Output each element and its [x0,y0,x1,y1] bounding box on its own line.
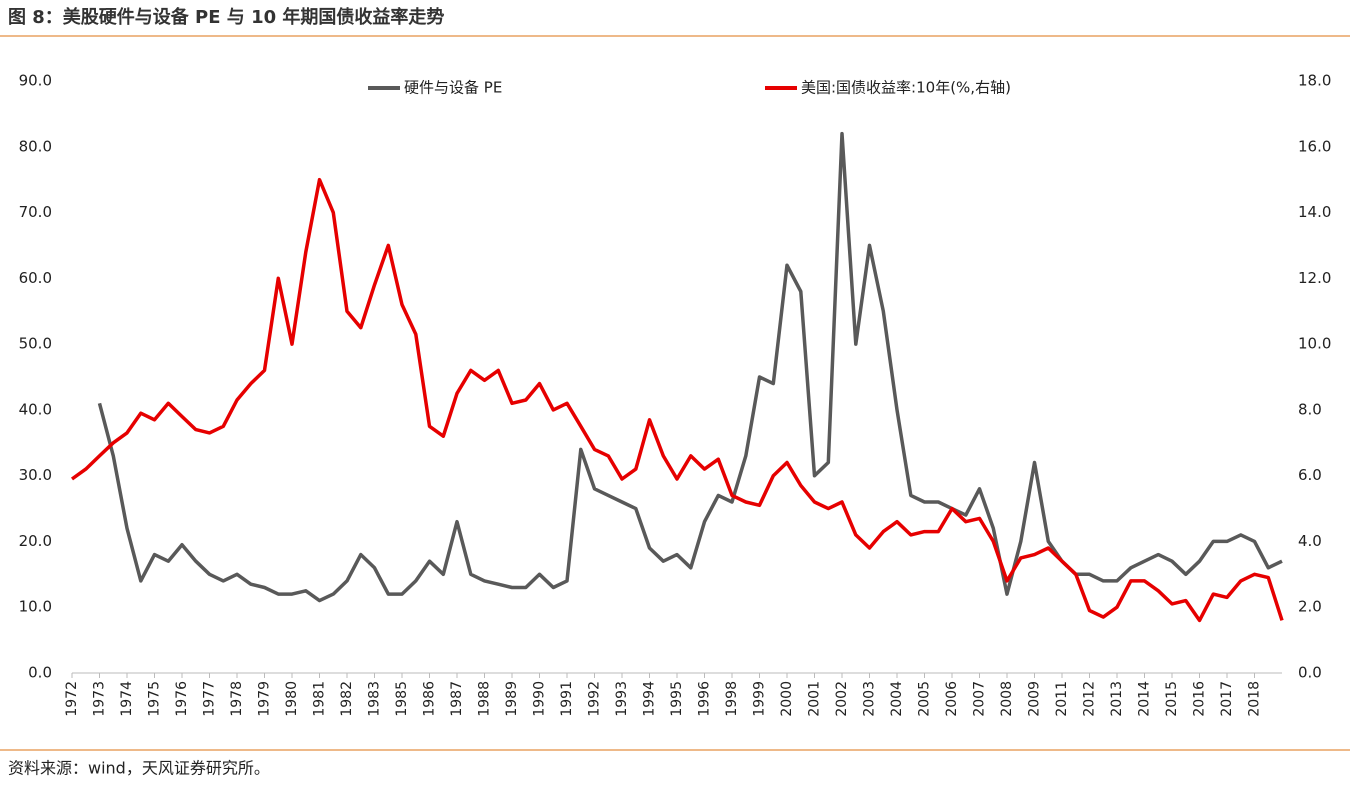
x-tick-label: 2005 [917,681,933,717]
y-tick-label: 90.0 [19,72,52,90]
y-tick-label: 40.0 [19,400,52,418]
y2-tick-label: 14.0 [1298,203,1331,221]
x-tick-label: 1991 [559,681,575,717]
y-tick-label: 50.0 [19,335,52,353]
x-tick-label: 1983 [367,681,383,717]
x-tick-label: 1995 [669,681,685,717]
x-tick-label: 1989 [504,681,520,717]
series-line [97,131,1283,603]
x-tick-label: 2011 [1054,681,1070,717]
x-tick-label: 1980 [284,681,300,717]
x-tick-label: 1990 [532,681,548,717]
x-tick-label: 1982 [339,681,355,717]
x-tick-label: 2018 [1247,681,1263,717]
x-tick-label: 1992 [587,681,603,717]
x-tick-label: 2008 [999,681,1015,717]
x-tick-label: 1981 [312,681,328,717]
legend-label: 美国:国债收益率:10年(%,右轴) [801,79,1011,97]
y2-tick-label: 16.0 [1298,137,1331,155]
y-tick-label: 20.0 [19,532,52,550]
x-tick-label: 2012 [1082,681,1098,717]
series-line [70,177,1284,623]
y2-tick-label: 12.0 [1298,269,1331,287]
x-tick-label: 1988 [477,681,493,717]
y2-tick-label: 8.0 [1298,400,1322,418]
x-tick-label: 2003 [862,681,878,717]
x-tick-label: 1987 [449,681,465,717]
y2-tick-label: 0.0 [1298,664,1322,682]
x-tick-label: 1976 [174,681,190,717]
x-tick-label: 1999 [752,681,768,717]
y-tick-label: 0.0 [28,664,52,682]
y2-tick-label: 18.0 [1298,72,1331,90]
x-tick-label: 1998 [724,681,740,717]
chart-title: 图 8：美股硬件与设备 PE 与 10 年期国债收益率走势 [8,6,444,28]
x-tick-label: 2013 [1109,681,1125,717]
x-tick-label: 1972 [64,681,80,717]
x-tick-label: 1979 [257,681,273,717]
x-tick-label: 1985 [394,681,410,717]
x-tick-label: 1975 [147,681,163,717]
x-tick-label: 2006 [944,681,960,717]
x-tick-label: 1994 [642,681,658,717]
x-tick-label: 2015 [1164,681,1180,717]
y2-tick-label: 6.0 [1298,466,1322,484]
y-tick-label: 30.0 [19,466,52,484]
y-tick-label: 80.0 [19,137,52,155]
x-tick-label: 1973 [92,681,108,717]
x-tick-label: 2009 [1027,681,1043,717]
x-tick-label: 2017 [1219,681,1235,717]
x-tick-label: 2016 [1192,681,1208,717]
x-tick-label: 2007 [972,681,988,717]
x-tick-label: 2014 [1137,681,1153,717]
x-tick-label: 2001 [807,681,823,717]
y2-tick-label: 2.0 [1298,598,1322,616]
source-note: 资料来源：wind，天风证券研究所。 [8,759,270,778]
y-tick-label: 60.0 [19,269,52,287]
y-tick-label: 10.0 [19,598,52,616]
y-tick-label: 70.0 [19,203,52,221]
x-tick-label: 1978 [229,681,245,717]
x-tick-label: 1974 [119,681,135,717]
x-tick-label: 1996 [697,681,713,717]
x-tick-label: 1986 [422,681,438,717]
x-tick-label: 1993 [614,681,630,717]
legend-label: 硬件与设备 PE [404,79,502,97]
y2-tick-label: 4.0 [1298,532,1322,550]
x-tick-label: 2002 [834,681,850,717]
x-tick-label: 2000 [779,681,795,717]
x-tick-label: 2004 [889,681,905,717]
x-tick-label: 1977 [202,681,218,717]
y2-tick-label: 10.0 [1298,335,1331,353]
